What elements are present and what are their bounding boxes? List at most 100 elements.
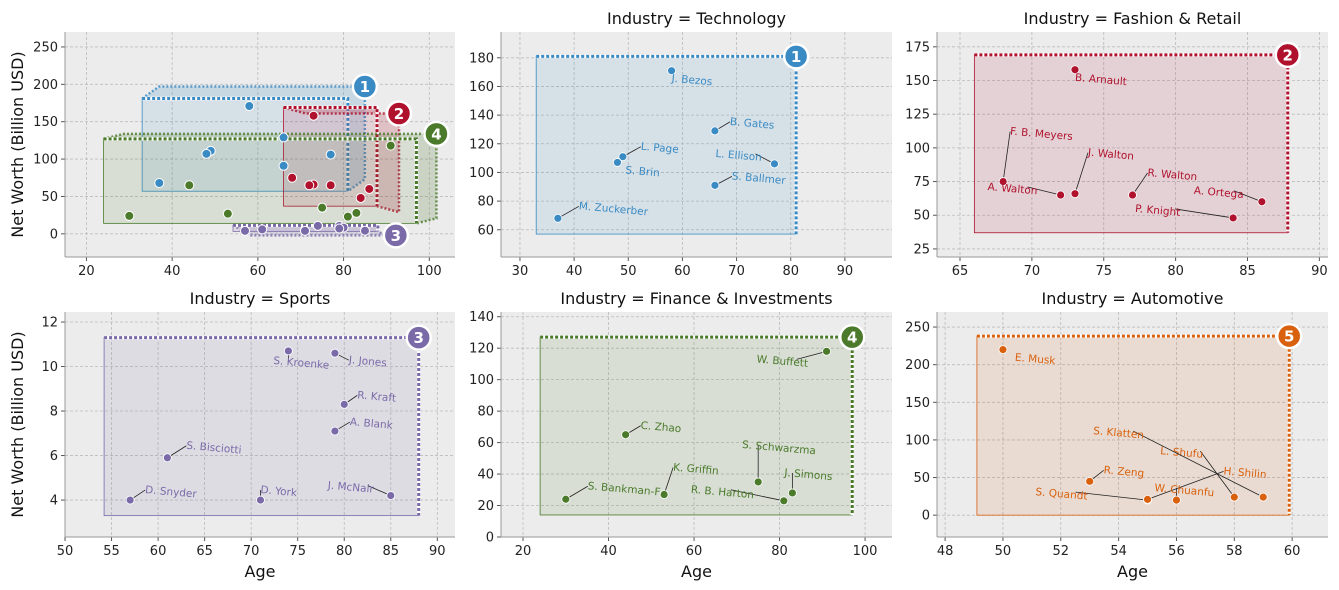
data-point xyxy=(256,495,265,505)
data-point xyxy=(304,180,315,191)
leader-line xyxy=(1147,470,1224,500)
point-label: A. Walton xyxy=(987,181,1038,197)
point-label: L. Shufu xyxy=(1160,445,1204,461)
group-badge xyxy=(351,73,379,100)
box-dotted-edge xyxy=(974,53,1290,233)
data-point xyxy=(201,148,212,159)
plot-background xyxy=(501,32,892,257)
data-point xyxy=(1172,495,1181,505)
point-label: S. Ballmer xyxy=(731,170,786,187)
y-tick-label: 175 xyxy=(905,40,930,55)
point-label: F. B. Meyers xyxy=(1010,126,1074,143)
x-tick-label: 90 xyxy=(1311,264,1328,279)
y-tick-label: 0 xyxy=(922,509,930,524)
data-point xyxy=(184,180,195,191)
data-point xyxy=(561,494,571,504)
data-point xyxy=(308,110,319,121)
point-label: C. Zhao xyxy=(640,420,682,436)
data-point xyxy=(618,152,628,162)
box-dotted-edge xyxy=(283,105,379,207)
y-tick-label: 120 xyxy=(469,137,494,152)
data-point xyxy=(364,183,375,194)
data-point xyxy=(1070,65,1080,75)
x-tick-label: 75 xyxy=(289,544,306,559)
data-point xyxy=(659,490,669,499)
y-tick-label: 50 xyxy=(913,471,930,486)
data-point xyxy=(360,225,370,236)
group-bounding-box xyxy=(539,336,853,516)
point-label: K. Griffin xyxy=(673,462,720,478)
x-tick-label: 100 xyxy=(853,544,878,559)
data-point xyxy=(154,177,165,188)
x-tick-label: 56 xyxy=(1168,544,1185,559)
data-point xyxy=(1258,492,1268,502)
data-point xyxy=(710,180,720,190)
y-tick-label: 25 xyxy=(913,242,930,257)
x-tick-label: 70 xyxy=(243,544,260,559)
data-point xyxy=(222,208,233,219)
panel-fashion: Industry = Fashion & Retail 65 70 75 80 85 90 2… xyxy=(905,9,1328,279)
y-axis-label: Net Worth (Billion USD) xyxy=(8,51,27,237)
group-badge-number: 2 xyxy=(394,105,404,123)
leader-line xyxy=(796,350,827,360)
point-label: B. Arnault xyxy=(1074,72,1127,88)
y-tick-label: 20 xyxy=(477,499,494,514)
group-badge-number: 3 xyxy=(413,329,423,347)
box-dotted-edge xyxy=(536,54,798,235)
y-tick-label: 100 xyxy=(905,141,930,156)
x-tick-label: 60 xyxy=(674,264,691,279)
data-point xyxy=(998,345,1008,355)
x-axis-label: Age xyxy=(245,562,276,581)
point-label: J. Walton xyxy=(1086,147,1134,163)
data-point xyxy=(1128,190,1137,200)
group-badge-number: 3 xyxy=(391,227,401,245)
point-label: S. Brin xyxy=(625,164,660,179)
group-badge xyxy=(782,43,810,70)
panel-title: Industry = Automotive xyxy=(1042,289,1224,308)
data-point xyxy=(325,149,336,160)
point-label: W. Chuanfu xyxy=(1154,482,1215,499)
data-point xyxy=(317,202,328,213)
x-tick-label: 85 xyxy=(1239,264,1256,279)
data-point xyxy=(330,426,340,436)
data-point xyxy=(334,223,345,234)
leader-line xyxy=(1133,430,1264,498)
y-tick-label: 200 xyxy=(33,78,58,93)
data-point xyxy=(351,207,362,218)
data-point xyxy=(1085,476,1095,486)
y-tick-label: 140 xyxy=(469,310,494,325)
point-label: E. Musk xyxy=(1014,352,1056,368)
group-badge-number: 4 xyxy=(431,125,441,143)
panel-sports: Industry = Sports Age Net Worth (Billion U… xyxy=(8,289,455,581)
point-label: L. Ellison xyxy=(715,148,762,164)
y-axis-label: Net Worth (Billion USD) xyxy=(8,331,27,517)
point-label: D. York xyxy=(260,484,298,499)
y-tick-label: 250 xyxy=(905,321,930,336)
data-point xyxy=(787,488,797,498)
point-label: R. Zeng xyxy=(1103,464,1144,479)
x-axis-label: Age xyxy=(1117,562,1148,581)
group-badge xyxy=(385,100,413,127)
box-dotted-edge xyxy=(103,137,418,224)
group-bounding-box xyxy=(103,337,420,517)
extrusion-shade xyxy=(233,225,396,242)
x-tick-label: 80 xyxy=(335,264,352,279)
group-badge-number: 2 xyxy=(1283,46,1293,64)
x-tick-label: 50 xyxy=(57,544,74,559)
point-label: W. Buffett xyxy=(756,353,808,369)
point-label: L. Page xyxy=(640,141,679,156)
point-label: J. Bezos xyxy=(670,73,713,89)
data-point xyxy=(325,180,336,191)
data-point xyxy=(278,132,289,143)
x-tick-label: 58 xyxy=(1226,544,1243,559)
y-tick-label: 100 xyxy=(469,373,494,388)
data-point xyxy=(667,66,676,76)
y-tick-label: 50 xyxy=(41,190,58,205)
y-tick-label: 80 xyxy=(477,195,494,210)
data-point xyxy=(312,220,323,231)
x-tick-label: 75 xyxy=(1095,264,1112,279)
y-tick-label: 140 xyxy=(469,109,494,124)
data-point xyxy=(1257,197,1267,207)
group-badge xyxy=(382,222,410,249)
y-tick-label: 100 xyxy=(905,433,930,448)
